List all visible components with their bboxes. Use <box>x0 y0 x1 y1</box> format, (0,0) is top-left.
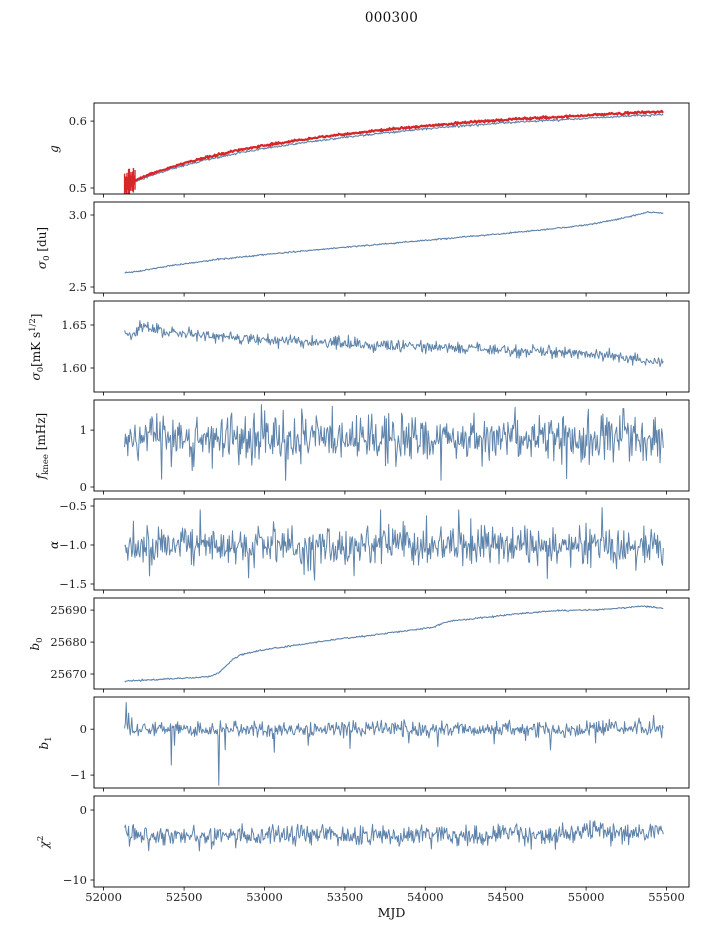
axes-frame <box>93 498 690 591</box>
xlabel-mjd: MJD <box>377 905 406 920</box>
g-gain-fit-line <box>124 113 664 187</box>
y-tick-label: 1 <box>80 423 87 437</box>
ylabel-post: ] <box>28 313 43 318</box>
x-tick-label: 52500 <box>166 890 203 904</box>
y-tick-label: −10 <box>63 873 87 887</box>
panel-6: 25690 25680 25670 <box>50 597 690 693</box>
ylabel-b0: b0 <box>27 637 45 650</box>
y-tick-label: 0 <box>80 722 87 736</box>
x-tick-label: 53500 <box>327 890 364 904</box>
ylabel-text: b <box>36 741 51 750</box>
axes-frame <box>93 102 690 195</box>
ylabel-sub: 0 <box>35 636 46 643</box>
sigma0-mks-line <box>124 320 664 367</box>
ylabel-sigma0-mks: σ0[mK s1/2] <box>28 313 46 380</box>
y-tick-label: 1.65 <box>61 318 87 332</box>
alpha-line <box>124 507 664 581</box>
ylabel-post: [du] <box>34 226 49 255</box>
y-tick-label: 1.60 <box>61 361 87 375</box>
axes-frame <box>93 201 690 294</box>
b0-baseline-line <box>124 605 664 683</box>
axes-frame <box>93 300 690 393</box>
figure-title: 000300 <box>364 10 419 26</box>
b1-slope-line <box>124 702 664 786</box>
ylabel-sub: knee <box>41 453 52 475</box>
ylabel-chi2: χ2 <box>36 835 54 848</box>
y-tick-label: 3.0 <box>69 208 87 222</box>
panel-8: 52000 52500 53000 53500 54000 54500 55000 55500… <box>63 795 690 904</box>
x-tick-label: 55500 <box>648 890 685 904</box>
axes-frame <box>93 597 690 690</box>
axes-frame <box>93 696 690 789</box>
panel-2: 3.0 2.5 <box>69 201 690 297</box>
ylabel-sub: 0 <box>36 366 47 372</box>
axes-frame <box>93 399 690 492</box>
panel-4: 10 <box>80 399 690 495</box>
ylabel-g: g <box>46 145 64 153</box>
ylabel-text: σ <box>34 260 49 269</box>
y-tick-label: 25670 <box>50 667 87 681</box>
y-tick-label: −0.5 <box>59 499 87 513</box>
g-gain-measured-line <box>124 109 664 186</box>
y-tick-label: −1 <box>70 768 87 782</box>
y-tick-label: 0.6 <box>69 114 87 128</box>
x-tick-label: 55000 <box>568 890 605 904</box>
ylabel-text: α <box>46 540 61 549</box>
chi2-line <box>124 820 664 852</box>
ylabel-sub: 0 <box>42 254 53 261</box>
y-tick-label: −1.0 <box>59 538 87 552</box>
y-tick-label: 2.5 <box>69 280 87 294</box>
ylabel-text: b <box>27 642 42 651</box>
axes-frame <box>93 795 690 888</box>
y-tick-label: 25680 <box>50 635 87 649</box>
ylabel-text: σ <box>28 371 43 380</box>
fknee-line <box>124 404 664 481</box>
ylabel-sup: 1/2 <box>27 317 38 332</box>
ylabel-sub: 1 <box>44 735 55 742</box>
ylabel-text: g <box>46 144 61 153</box>
ylabel-alpha: α <box>46 540 64 548</box>
ylabel-sigma0-du: σ0 [du] <box>34 226 52 268</box>
y-tick-label: 0 <box>80 480 87 494</box>
sigma0-du-line <box>124 211 664 274</box>
x-tick-label: 54500 <box>487 890 524 904</box>
x-tick-label: 52000 <box>85 890 122 904</box>
ylabel-fknee: fknee [mHz] <box>33 412 51 478</box>
ylabel-post: [mHz] <box>33 412 48 454</box>
panel-5: −0.5 −1.0 −1.5 <box>59 498 690 594</box>
y-tick-label: 0 <box>80 803 87 817</box>
ylabel-sup: 2 <box>35 835 46 841</box>
x-tick-label: 53000 <box>246 890 283 904</box>
ylabel-b1: b1 <box>36 736 54 749</box>
y-tick-label: −1.5 <box>59 577 87 591</box>
y-tick-label: 0.5 <box>69 181 87 195</box>
ylabel-text: χ <box>36 840 51 848</box>
x-tick-label: 54000 <box>407 890 444 904</box>
ylabel-mid: [mK s <box>28 331 43 367</box>
y-tick-label: 25690 <box>50 603 87 617</box>
panel-7: 0 −1 <box>70 696 690 792</box>
panel-1: 0.5 0.6 <box>69 102 690 198</box>
panel-3: 1.65 1.60 <box>61 300 690 396</box>
